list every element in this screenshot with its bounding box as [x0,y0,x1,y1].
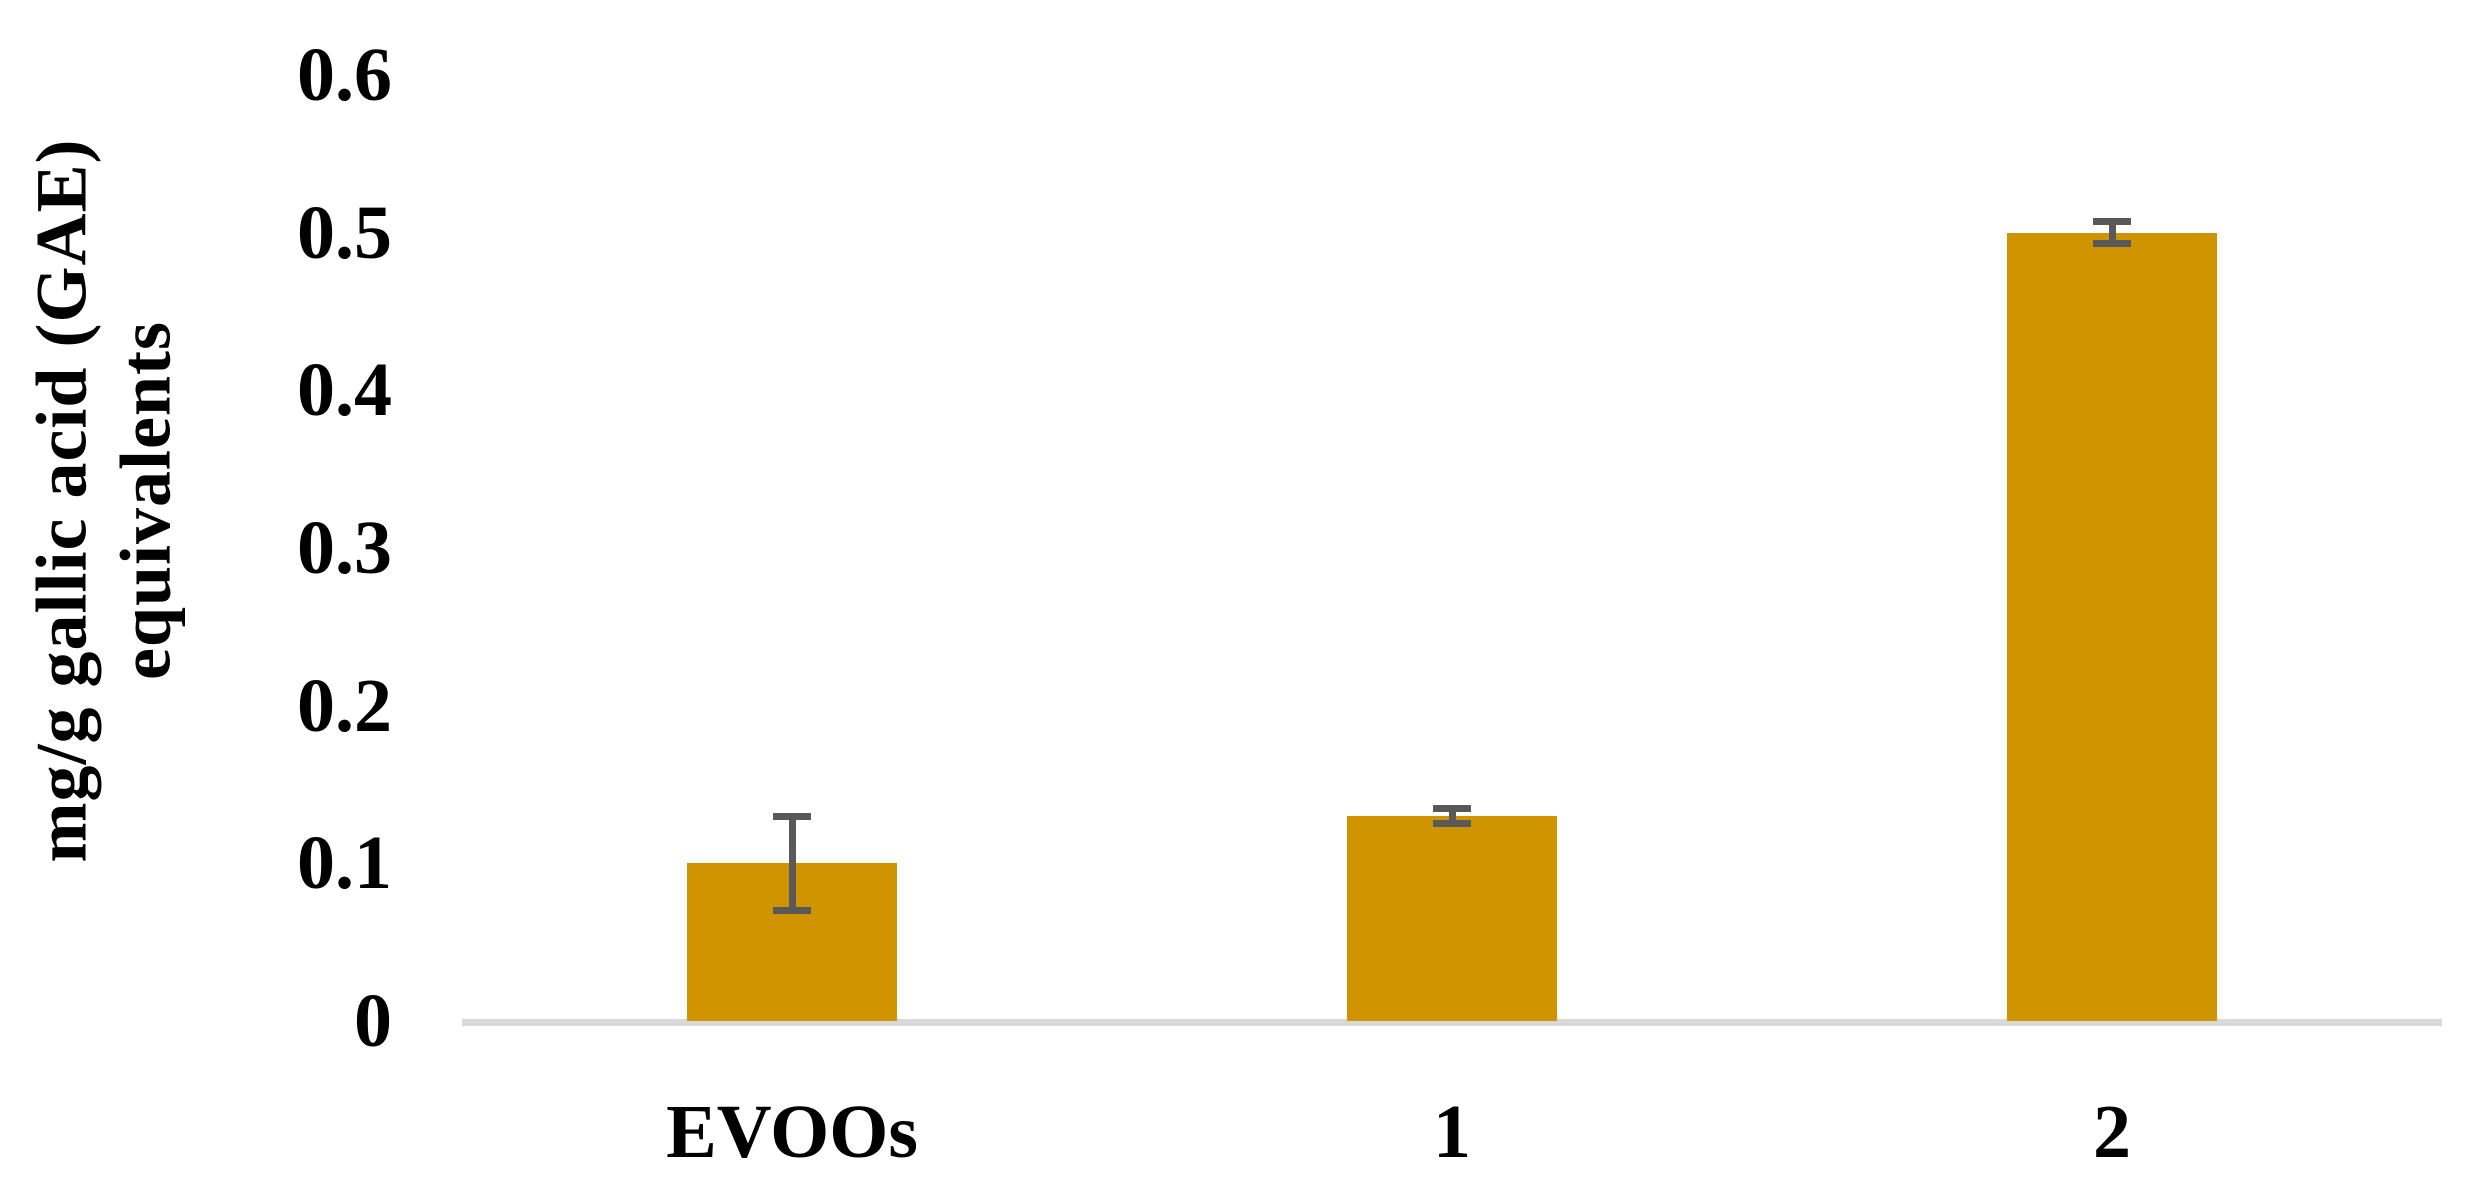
y-tick-label-0.3: 0.3 [297,506,392,590]
error-bar-top-cap-1 [1433,804,1471,812]
x-axis-label-EVOOs: EVOOs [666,1090,918,1174]
x-axis-line [462,1019,2442,1026]
y-tick-label-0.1: 0.1 [297,821,392,906]
y-tick-label-0: 0 [354,979,392,1063]
y-tick-label-0.5: 0.5 [297,190,392,275]
error-bar-top-cap-2 [2093,218,2131,226]
x-axis-label-2: 2 [2093,1090,2131,1174]
y-tick-label-0.4: 0.4 [297,348,392,433]
error-bar-bottom-cap-1 [1433,820,1471,828]
x-axis-label-1: 1 [1433,1090,1471,1174]
error-bar-line-EVOOs [788,816,796,911]
y-tick-label-0.6: 0.6 [297,33,392,117]
y-tick-label-0.2: 0.2 [297,663,392,748]
bar-1 [1347,816,1557,1021]
error-bar-bottom-cap-EVOOs [773,907,811,915]
error-bar-top-cap-EVOOs [773,812,811,820]
error-bar-line-2 [2108,221,2116,244]
error-bar-bottom-cap-2 [2093,240,2131,248]
bar-2 [2007,232,2217,1021]
error-bar-line-1 [1448,808,1456,824]
